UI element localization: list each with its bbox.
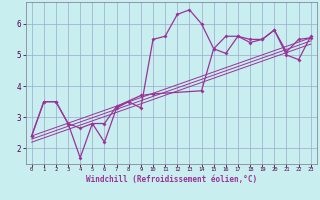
X-axis label: Windchill (Refroidissement éolien,°C): Windchill (Refroidissement éolien,°C)	[86, 175, 257, 184]
